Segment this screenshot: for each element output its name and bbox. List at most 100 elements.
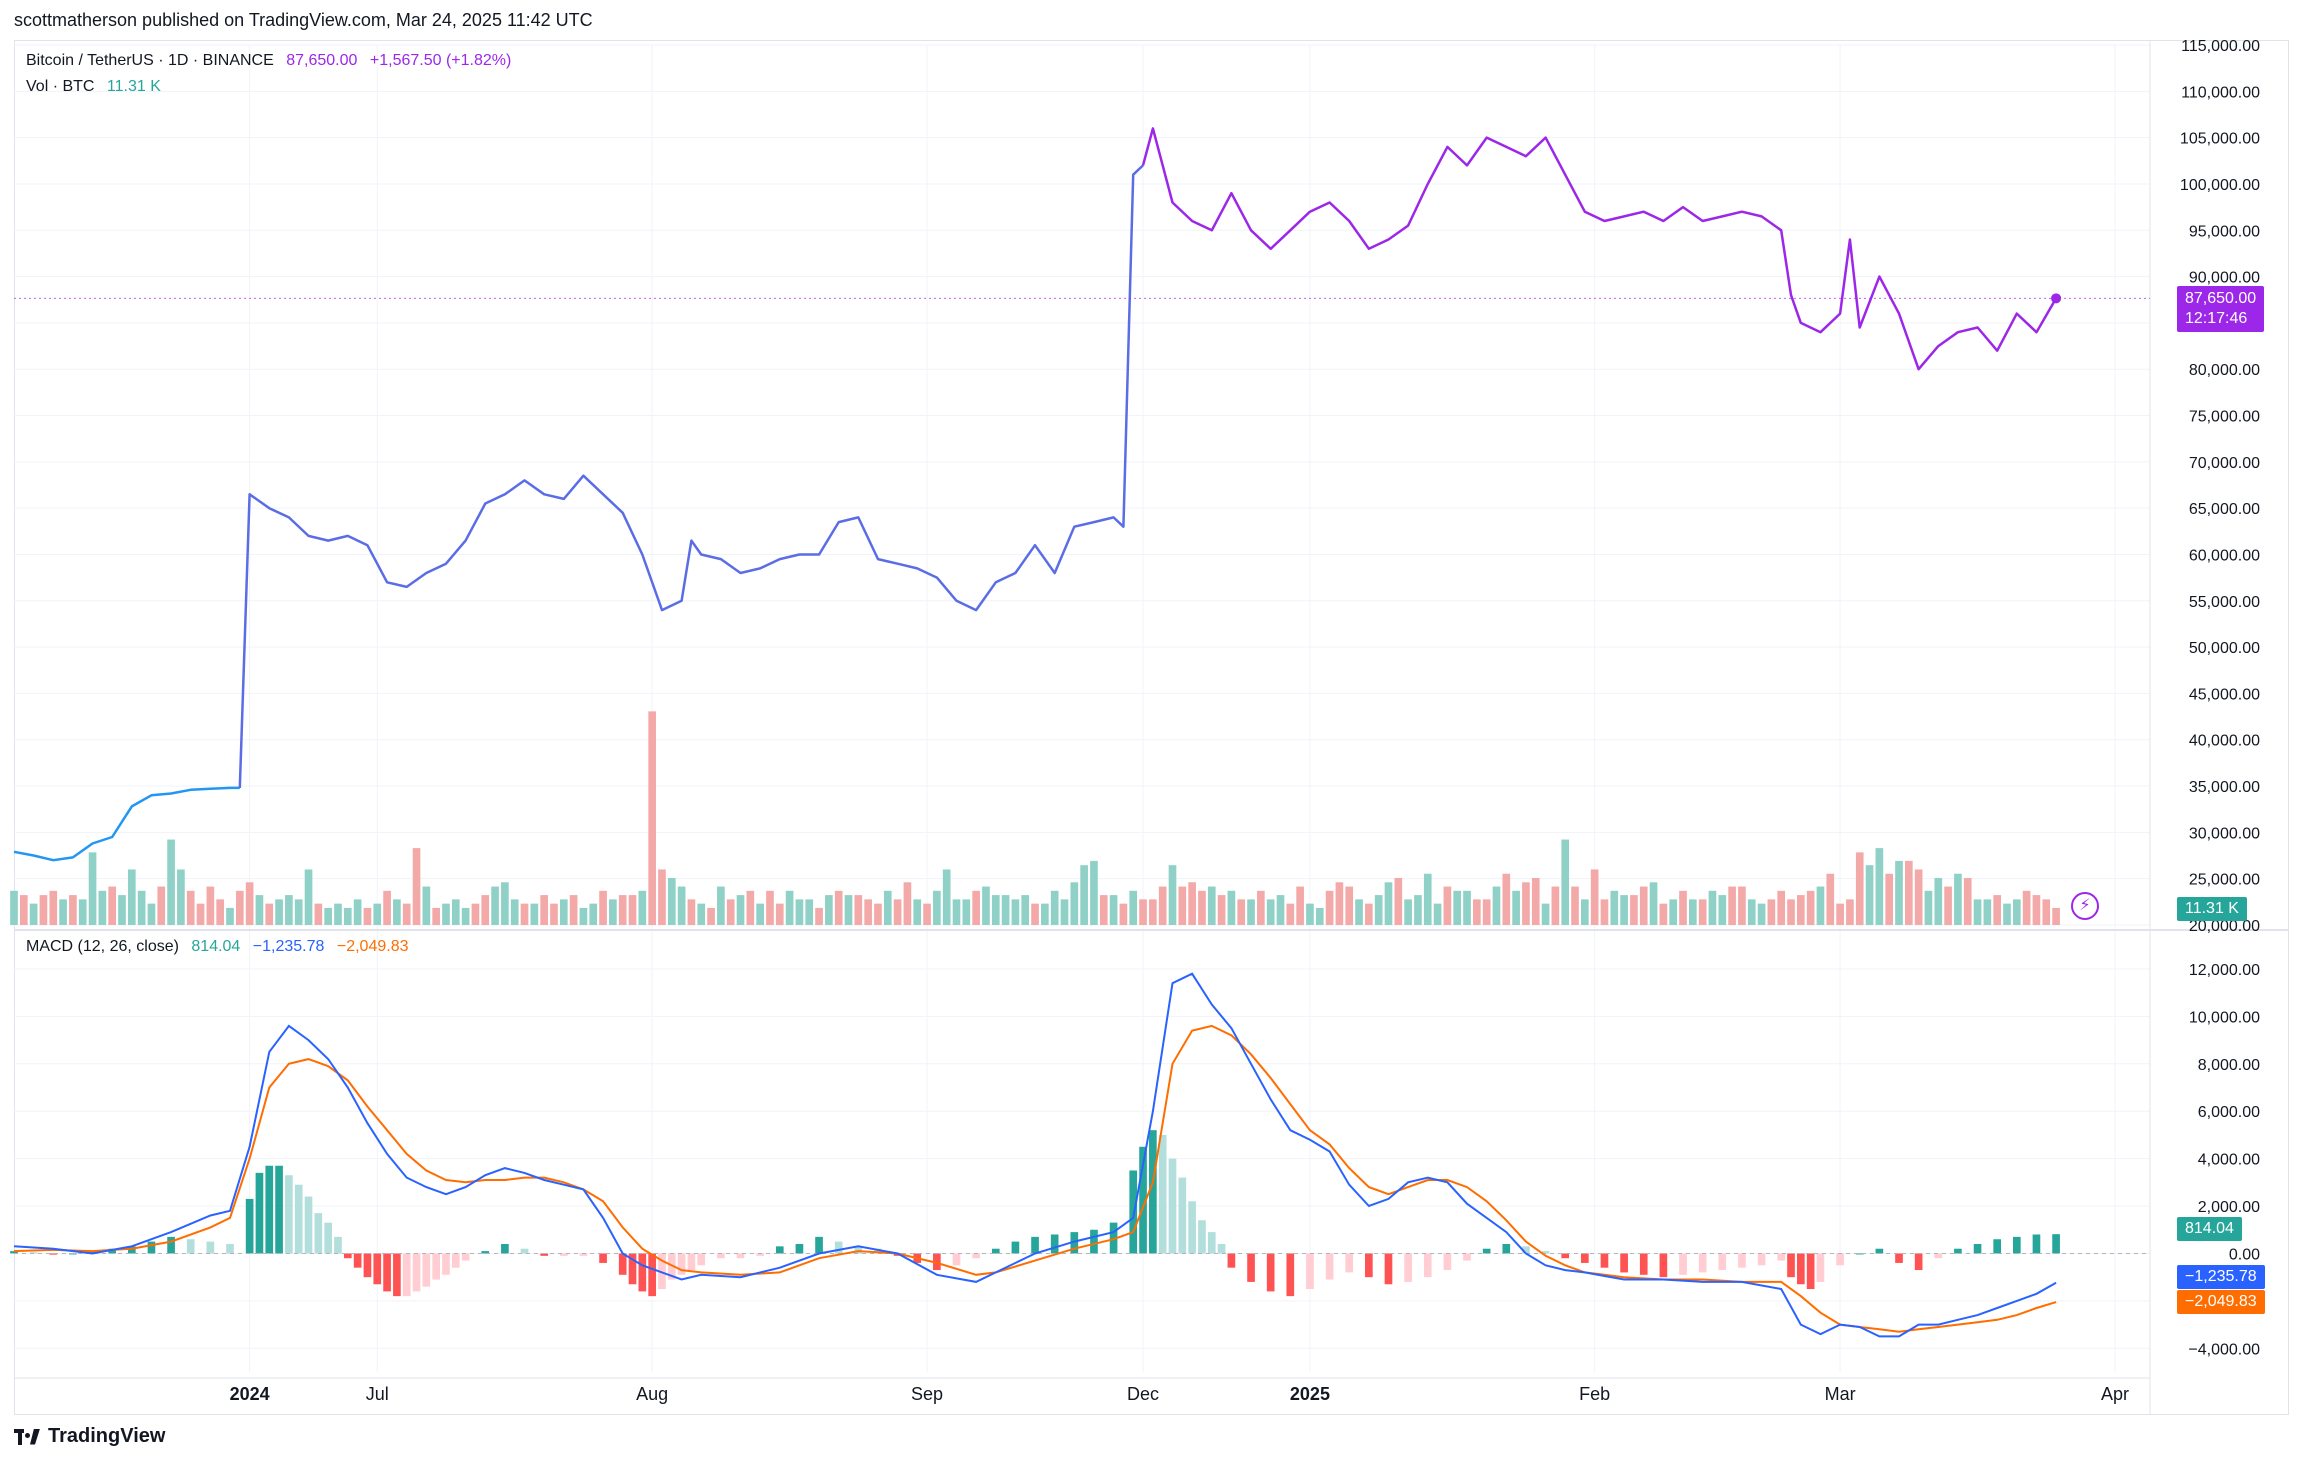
volume-bar-169 [1669,899,1678,925]
macd-hist-bar-72 [1129,1170,1138,1254]
macd-hist-bar-56 [815,1236,823,1254]
symbol-label[interactable]: Bitcoin / TetherUS · 1D · BINANCE [26,52,274,69]
volume-bar-189 [1865,865,1874,925]
volume-bar-21 [216,899,225,925]
macd-label[interactable]: MACD (12, 26, close) [26,938,179,955]
macd-hist-bar-123 [1993,1239,2002,1254]
volume-bar-20 [206,886,215,925]
macd-tick-1: 10,000.00 [2189,1009,2260,1026]
volume-bar-29 [294,899,303,925]
macd-hist-bar-34 [461,1253,470,1261]
macd-hist-bar-124 [2012,1236,2021,1254]
volume-bar-127 [1257,890,1265,925]
price-tick-4: 95,000.00 [2189,223,2260,240]
price-tick-17: 30,000.00 [2189,825,2260,842]
price-line-segment-2 [1141,127,2058,371]
volume-bar-183 [1806,890,1815,925]
macd-hist-bar-7 [147,1241,156,1254]
volume-bar-105 [1041,903,1049,925]
volume-bar-208 [2052,907,2060,925]
volume-bar-163 [1610,890,1619,925]
legend-price: 87,650.00 [286,52,358,69]
macd-signal-tag: −2,049.83 [2177,1290,2265,1314]
volume-bar-118 [1168,865,1177,925]
volume-bar-52 [520,903,529,925]
volume-bar-200 [1973,899,1982,925]
volume-bar-1 [19,895,28,925]
macd-hist-bar-114 [1816,1253,1825,1282]
macd-tick-0: 12,000.00 [2189,962,2260,979]
volume-bar-138 [1365,903,1373,925]
volume-bar-195 [1924,890,1933,925]
volume-bar-134 [1325,890,1334,925]
macd-hist-bar-21 [334,1236,342,1254]
volume-bar-181 [1787,899,1795,925]
volume-bar-86 [854,895,863,925]
volume-bar-13 [137,890,146,925]
macd-line [13,972,2057,1338]
lightning-icon[interactable]: ⚡ [2071,892,2099,920]
legend-change: +1,567.50 (+1.82%) [369,52,512,69]
volume-bar-196 [1934,878,1943,925]
macd-hist-bar-47 [667,1253,676,1280]
macd-hist-bar-88 [1345,1253,1354,1273]
volume-bar-204 [2012,899,2021,925]
macd-hist-bar-126 [2052,1234,2060,1254]
volume-bar-75 [746,890,755,925]
macd-hist-bar-32 [442,1253,450,1275]
price-tick-2: 105,000.00 [2180,131,2260,148]
volume-bar-60 [599,890,607,925]
macd-hist-bar-33 [451,1253,460,1268]
gridlines [14,44,2150,1372]
macd-hist-bar-44 [638,1253,647,1292]
volume-bar-186 [1836,903,1844,925]
price-tick-16: 35,000.00 [2189,779,2260,796]
volume-bar-190 [1875,848,1884,925]
macd-hist-bar-103 [1639,1253,1648,1275]
macd-hist-bar-94 [1463,1253,1471,1261]
macd-tick-2: 8,000.00 [2198,1057,2260,1074]
macd-hist-bar-51 [717,1253,725,1259]
macd-hist-bar-58 [854,1246,863,1254]
volume-bar-141 [1394,878,1403,925]
volume-bars [10,711,2060,925]
volume-bar-22 [226,907,234,925]
volume-bar-83 [825,895,833,925]
volume-bar-133 [1315,907,1324,925]
volume-bar-130 [1286,903,1295,925]
volume-bar-66 [658,869,666,925]
volume-bar-12 [127,869,136,925]
time-tick-8: Apr [2101,1384,2129,1404]
macd-hist-bar-62 [933,1253,941,1271]
volume-bar-117 [1158,886,1167,925]
macd-hist-bar-96 [1502,1243,1511,1254]
macd-axis: 12,000.00 10,000.00 8,000.00 6,000.00 4,000.… [2188,962,2260,1358]
volume-bar-5 [59,899,67,925]
chart-frame [14,40,2289,1415]
volume-bar-72 [717,886,725,925]
volume-bar-24 [245,882,254,925]
volume-bar-36 [363,907,372,925]
macd-hist-bar-80 [1207,1232,1216,1254]
macd-hist-bar-112 [1797,1253,1805,1285]
macd-hist-bar-85 [1286,1253,1295,1297]
volume-bar-177 [1747,899,1756,925]
volume-bar-120 [1188,882,1196,925]
macd-hist-bar-106 [1698,1253,1707,1273]
volume-label[interactable]: Vol · BTC [26,78,95,95]
macd-hist-bar-110 [1777,1253,1786,1261]
volume-bar-79 [785,890,794,925]
volume-bar-197 [1944,886,1952,925]
volume-bar-34 [343,907,352,925]
volume-bar-176 [1738,886,1746,925]
volume-bar-198 [1954,873,1962,925]
volume-bar-51 [510,899,519,925]
time-tick-7: Mar [1825,1384,1856,1404]
macd-hist-bar-120 [1934,1253,1943,1259]
macd-hist-bar-95 [1482,1248,1491,1254]
volume-bar-113 [1119,903,1128,925]
macd-hist-bar-35 [481,1251,490,1254]
volume-bar-193 [1904,860,1913,925]
footer-logo[interactable]: TradingView [14,1425,165,1448]
